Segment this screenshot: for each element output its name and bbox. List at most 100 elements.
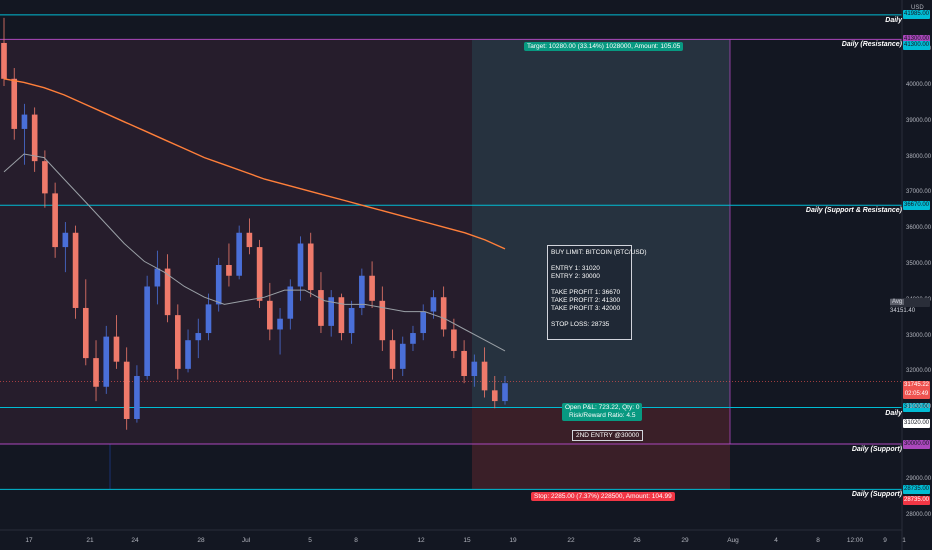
time-tick: 8 [816, 537, 820, 544]
candle-body [215, 265, 222, 305]
currency-label: USD [911, 5, 924, 11]
candle-body [93, 358, 99, 387]
level-name: Daily (Support) [851, 491, 902, 499]
price-tick: 32000.00 [906, 368, 932, 375]
time-tick: Jul [241, 537, 251, 544]
time-tick: 29 [681, 537, 689, 544]
time-tick: 24 [131, 537, 139, 544]
time-tick: Aug [727, 537, 739, 544]
range-zone [0, 39, 472, 445]
level-price-tag: 36670.00 [903, 200, 930, 210]
target-zone [472, 39, 730, 408]
price-tick: 39000.00 [906, 117, 932, 124]
price-tick: 38000.00 [906, 153, 932, 160]
price-tick: 36000.00 [906, 225, 932, 232]
candle-body [502, 383, 508, 402]
time-tick: 12 [417, 537, 425, 544]
candle-body [175, 315, 181, 369]
candle-body [11, 78, 18, 129]
risk-reward-ratio: Risk/Reward Ratio: 4.5 [568, 412, 636, 419]
time-tick: 28 [197, 537, 205, 544]
time-tick: 19 [509, 537, 517, 544]
candle-body [123, 361, 130, 419]
time-tick: 22 [567, 537, 575, 544]
level-name: Daily [885, 16, 902, 24]
note-line: TAKE PROFIT 3: 42000 [551, 305, 621, 312]
candle-body [246, 232, 253, 248]
avg-label: Avg [890, 299, 905, 305]
candle-body [348, 307, 355, 334]
time-tick: 26 [633, 537, 641, 544]
candle-body [195, 333, 202, 341]
candle-body [461, 350, 467, 377]
note-line: ENTRY 2: 30000 [551, 273, 600, 280]
time-tick: 17 [25, 537, 33, 544]
candle-body [338, 297, 345, 334]
trade-note[interactable]: BUY LIMIT: BITCOIN (BTC/USD) ENTRY 1: 31… [547, 245, 647, 340]
moving-average-short [3, 153, 506, 352]
level-price-tag: 28735.00 [903, 484, 930, 494]
candle-body [307, 243, 314, 291]
candle-body [318, 290, 324, 326]
bar-countdown: 02:05:49 [904, 391, 929, 397]
time-tick: 5 [308, 537, 312, 544]
level-name: Daily (Support) [851, 446, 902, 454]
note-line [551, 281, 628, 289]
candle-body [226, 265, 232, 276]
price-tick: 29000.00 [906, 475, 932, 482]
note-line [551, 313, 628, 321]
price-tick: 40000.00 [906, 81, 932, 88]
candle-body [399, 343, 406, 369]
moving-average-long [3, 78, 506, 250]
note-line: STOP LOSS: 28735 [551, 321, 610, 328]
note-line: TAKE PROFIT 1: 36670 [551, 289, 621, 296]
note-line: TAKE PROFIT 2: 41300 [551, 297, 621, 304]
candle-body [134, 376, 140, 419]
target-label: Target: 10280.00 (33.14%) 1028000, Amoun… [524, 42, 684, 51]
pnl-value: Open P&L: 723.22, Qty: 0 [565, 404, 640, 411]
pnl-label[interactable]: Open P&L: 723.22, Qty: 0 Risk/Reward Rat… [562, 403, 643, 421]
candle-body [481, 361, 488, 391]
candle-body [328, 297, 334, 326]
candle-body [62, 232, 69, 248]
level-price-tag: 31020.00 [903, 403, 930, 413]
level-price-tag: 30000.00 [903, 439, 930, 449]
candle-body [359, 275, 365, 308]
candle-body [440, 297, 447, 330]
candle-body [185, 340, 191, 369]
candle-body [277, 318, 283, 330]
time-tick: 15 [463, 537, 471, 544]
price-tick: 28000.00 [906, 511, 932, 518]
time-tick: 21 [86, 537, 94, 544]
note-line [551, 257, 628, 265]
stop-zone [472, 407, 730, 490]
time-tick: 9 [883, 537, 887, 544]
level-price-tag: 41985.00 [903, 10, 930, 20]
candle-body [297, 243, 304, 287]
candle-body [267, 300, 273, 330]
price-tick: 33000.00 [906, 332, 932, 339]
candle-body [420, 311, 427, 334]
time-tick: 8 [354, 537, 358, 544]
stop-price-tag: 28735.00 [903, 496, 930, 505]
candle-body [389, 340, 396, 369]
candle-body [430, 297, 437, 312]
candle-body [379, 300, 386, 341]
candle-body [31, 114, 38, 162]
level-price-tag: 41300.00 [903, 34, 930, 44]
candle-body [1, 42, 7, 79]
level-name: Daily [885, 409, 902, 417]
candle-body [287, 286, 294, 319]
time-tick: 1 [902, 537, 906, 544]
candle-body [113, 336, 120, 362]
candle-body [21, 114, 28, 129]
candle-body [42, 161, 48, 194]
candle-body [154, 268, 161, 287]
candle-body [103, 336, 110, 387]
time-tick: 12:00 [846, 537, 864, 544]
candle-body [491, 390, 498, 402]
candle-body [164, 268, 171, 316]
time-tick: 4 [774, 537, 778, 544]
note-line: BUY LIMIT: BITCOIN (BTC/USD) [551, 249, 647, 256]
